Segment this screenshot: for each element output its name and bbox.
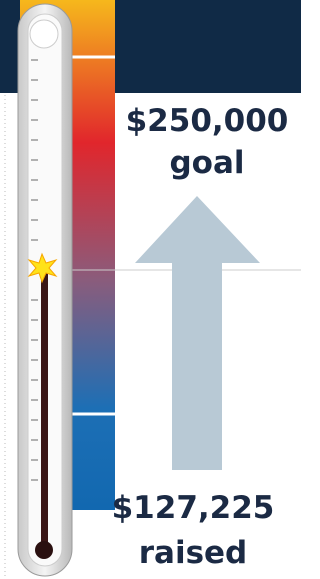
top-bulb xyxy=(30,20,58,48)
mercury xyxy=(41,270,48,545)
mercury-bulb xyxy=(35,541,53,559)
goal-amount: $250,000 xyxy=(126,103,289,139)
raised-label: raised xyxy=(139,535,248,571)
goal-label: goal xyxy=(169,145,244,181)
thermometer-graphic: $250,000 goal $127,225 raised xyxy=(0,0,301,579)
up-arrow xyxy=(135,196,260,470)
raised-amount: $127,225 xyxy=(112,490,275,526)
